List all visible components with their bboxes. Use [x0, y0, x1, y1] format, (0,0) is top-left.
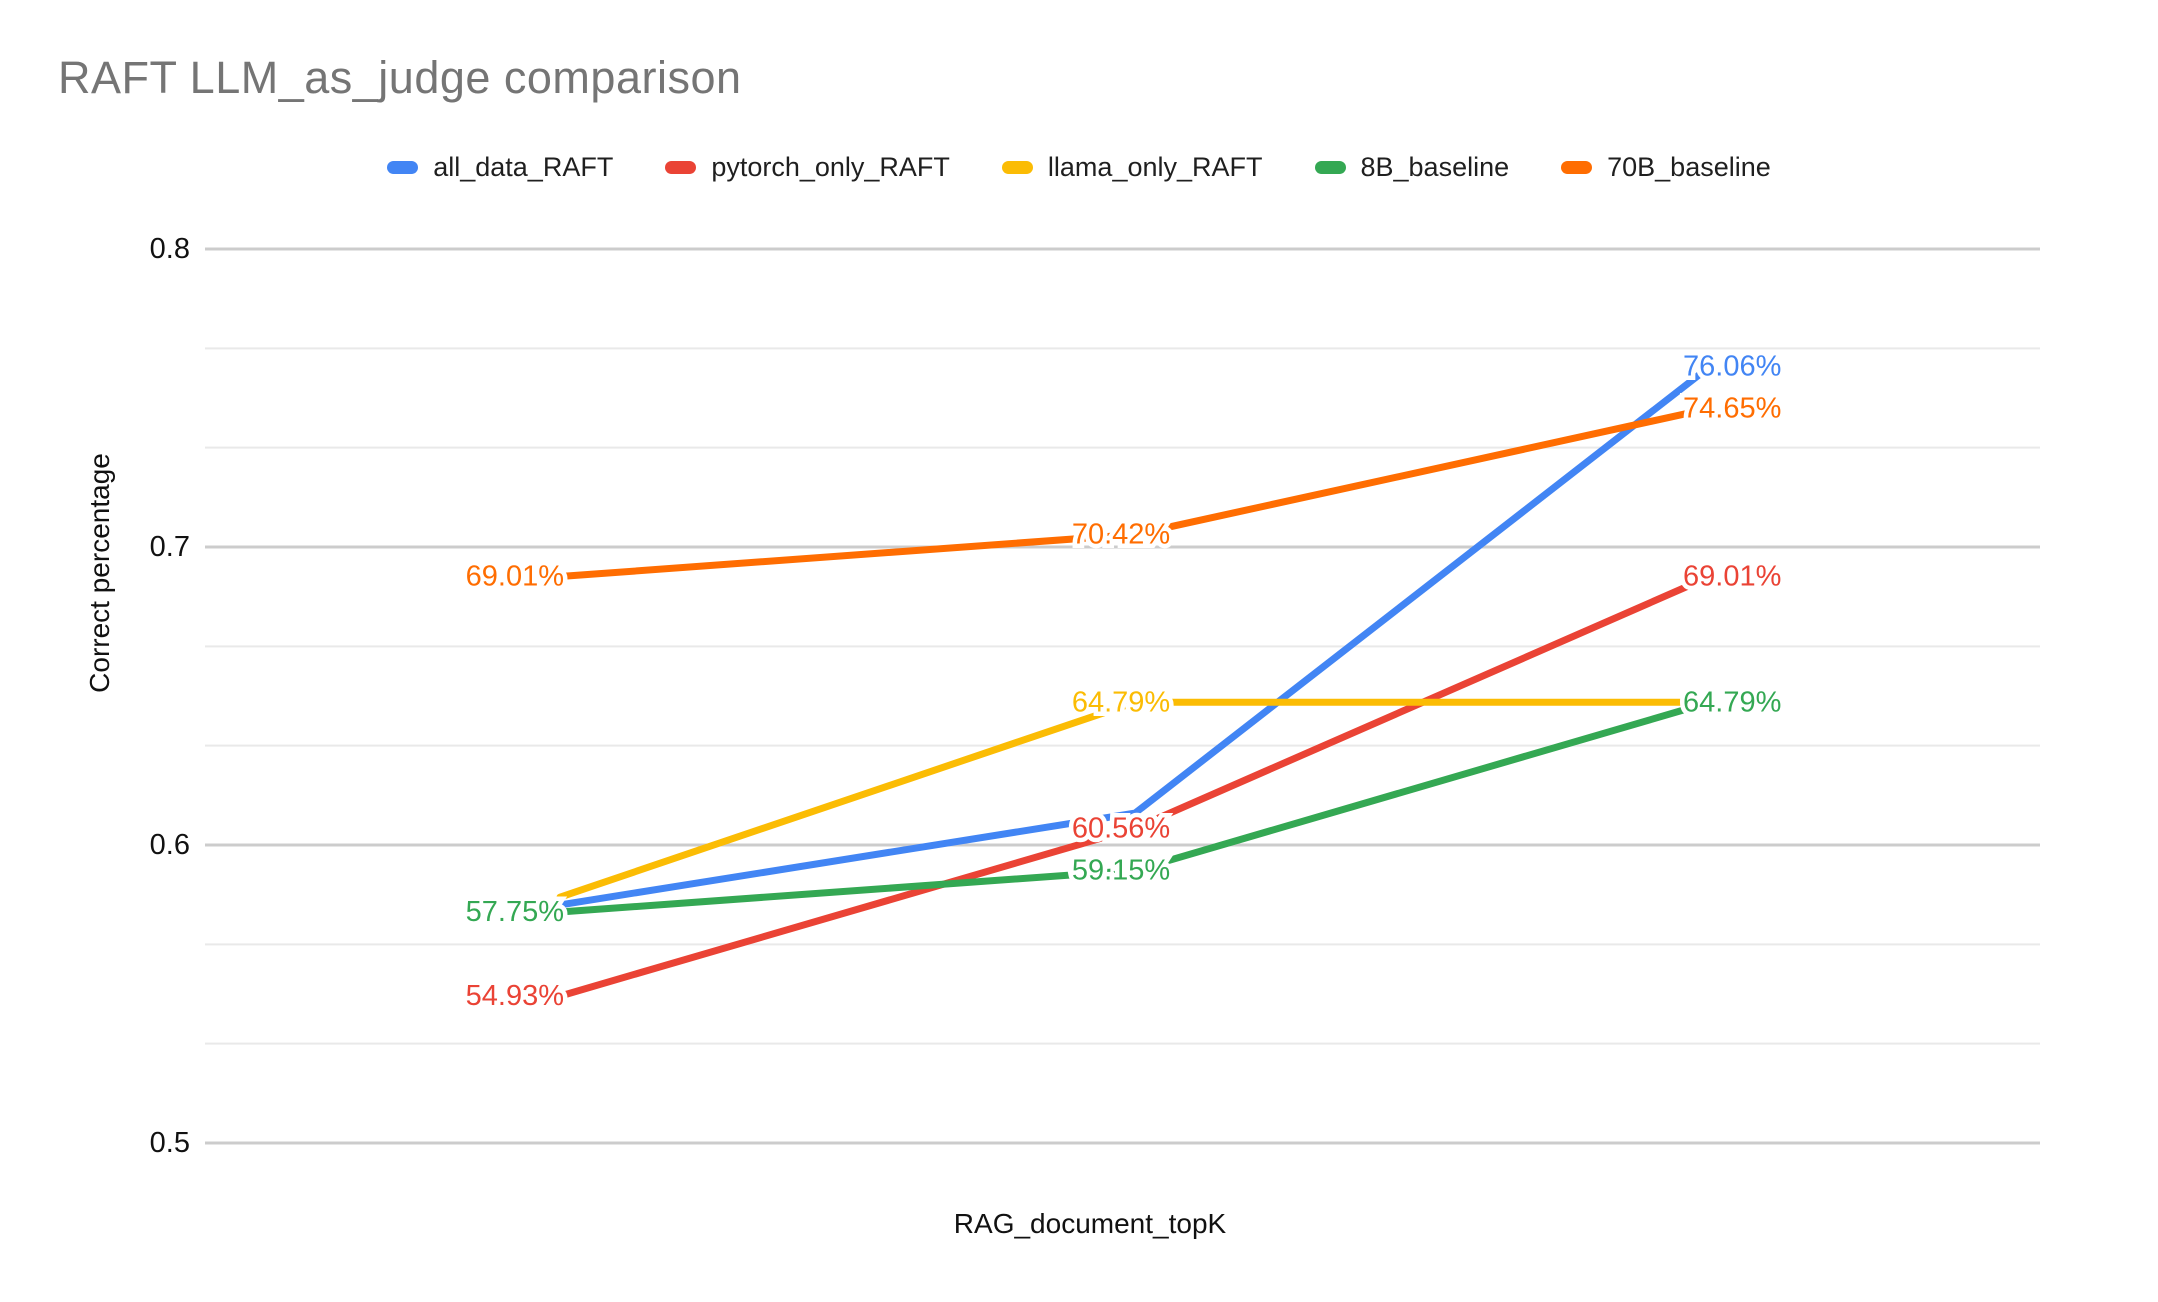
legend-swatch-icon	[1001, 161, 1033, 174]
legend-label: 70B_baseline	[1607, 152, 1771, 182]
y-tick-0.5: 0.5	[149, 1127, 190, 1159]
data-label-70B_baseline: 69.01%	[466, 561, 564, 593]
chart-title: RAFT LLM_as_judge comparison	[58, 52, 742, 103]
y-tick-0.7: 0.7	[149, 531, 190, 563]
legend-label: all_data_RAFT	[433, 152, 614, 182]
series-line-8B_baseline	[556, 698, 1714, 916]
series-line-pytorch_only_RAFT	[556, 573, 1714, 1000]
legend-swatch-icon	[387, 161, 419, 174]
legend: all_data_RAFT pytorch_only_RAFT llama_on…	[0, 152, 2158, 183]
data-label-pytorch_only_RAFT: 54.93%	[466, 980, 564, 1012]
legend-item-all-data-raft: all_data_RAFT	[387, 152, 613, 183]
data-label-70B_baseline: 74.65%	[1683, 392, 1781, 424]
data-label-llama_only_RAFT: 64.79%	[1072, 686, 1170, 718]
legend-item-8b-baseline: 8B_baseline	[1314, 152, 1510, 183]
y-tick-0.6: 0.6	[149, 829, 190, 861]
legend-item-llama-only-raft: llama_only_RAFT	[1001, 152, 1263, 183]
series-line-all_data_RAFT	[556, 362, 1714, 909]
data-label-pytorch_only_RAFT: 69.01%	[1683, 561, 1781, 593]
legend-swatch-icon	[1314, 161, 1346, 174]
legend-swatch-icon	[1561, 161, 1593, 174]
legend-label: llama_only_RAFT	[1047, 152, 1263, 182]
data-label-all_data_RAFT: 76.06%	[1683, 350, 1781, 382]
data-label-70B_baseline: 70.42%	[1072, 518, 1170, 550]
x-axis-title: RAG_document_topK	[953, 1208, 1227, 1239]
series-line-llama_only_RAFT	[556, 698, 1714, 901]
data-label-8B_baseline: 57.75%	[466, 896, 564, 928]
legend-item-pytorch-only-raft: pytorch_only_RAFT	[665, 152, 950, 183]
legend-item-70b-baseline: 70B_baseline	[1561, 152, 1771, 183]
series-line-70B_baseline	[556, 404, 1714, 581]
y-tick-0.8: 0.8	[149, 233, 190, 265]
legend-swatch-icon	[665, 161, 697, 174]
data-label-pytorch_only_RAFT: 60.56%	[1072, 812, 1170, 844]
legend-label: 8B_baseline	[1360, 152, 1510, 182]
data-label-8B_baseline: 59.15%	[1072, 854, 1170, 886]
legend-label: pytorch_only_RAFT	[711, 152, 950, 182]
data-label-8B_baseline: 64.79%	[1683, 686, 1781, 718]
